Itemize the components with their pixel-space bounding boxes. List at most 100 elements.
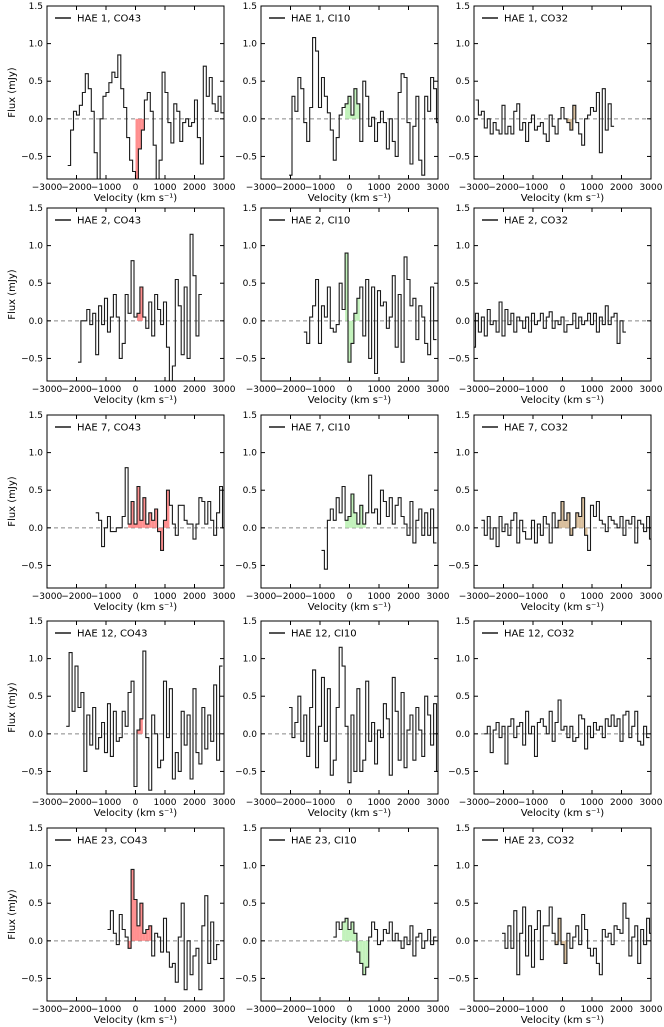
x-tick-label: −1000 (91, 183, 122, 193)
y-tick-label: 1.0 (243, 242, 258, 252)
x-tick-label: 0 (347, 385, 353, 395)
spectrum-step-line (289, 646, 438, 784)
y-tick-label: 0.5 (29, 279, 43, 289)
shaded-channel (131, 501, 135, 528)
x-tick-label: 2000 (397, 183, 420, 193)
panel-hae-23-co32: −3000 −2000 −1000 0 1000 2000 3000 −0.5 0.0 0.5 1.… (448, 824, 663, 1026)
x-tick-label: 0 (560, 1005, 566, 1015)
plot-area (78, 233, 202, 381)
legend-label: HAE 7, CI10 (291, 423, 350, 434)
legend-label: HAE 2, CI10 (291, 216, 350, 227)
x-tick-label: −3000 (459, 385, 490, 395)
y-tick-label: 0.0 (29, 730, 44, 740)
y-tick-label: 0.0 (29, 524, 44, 534)
y-tick-label: 0.0 (29, 317, 44, 327)
x-tick-label: 0 (133, 592, 139, 602)
shaded-channel (350, 115, 354, 119)
plot-area (502, 902, 651, 976)
legend-label: HAE 2, CO32 (504, 216, 568, 227)
panel-hae-7-ci10: −3000 −2000 −1000 0 1000 2000 3000 −0.5 0.0 0.5 1.… (235, 411, 450, 613)
x-tick-label: 1000 (154, 183, 177, 193)
y-axis-label: Flux (mJy) (7, 269, 18, 319)
legend-label: HAE 1, CO32 (504, 14, 568, 25)
spectrum-step-line (95, 467, 224, 551)
spectrum-step-line (502, 902, 651, 976)
y-tick-label: 1.0 (456, 449, 471, 459)
x-axis-label: Velocity (km s⁻¹) (308, 395, 392, 406)
x-tick-label: 3000 (427, 183, 450, 193)
shaded-channel (139, 286, 143, 321)
panel-hae-12-co32: −3000 −2000 −1000 0 1000 2000 3000 −0.5 0.0 0.5 1.… (448, 617, 663, 819)
y-tick-label: 0.5 (456, 899, 470, 909)
legend-label: HAE 12, CO32 (504, 629, 575, 640)
plot-area (289, 37, 438, 176)
shaded-channel (356, 940, 360, 953)
shaded-channel (575, 512, 579, 528)
plot-area (481, 497, 651, 551)
shaded-channel (563, 940, 567, 964)
x-tick-label: 2000 (397, 798, 420, 808)
y-tick-label: 0.0 (243, 115, 258, 125)
y-tick-label: −0.5 (21, 354, 43, 364)
shaded-channel (345, 253, 349, 321)
y-tick-label: 0.5 (243, 279, 257, 289)
y-tick-label: −0.5 (235, 561, 257, 571)
shaded-channel (365, 940, 369, 968)
y-tick-label: 0.0 (29, 937, 44, 947)
x-axis-label: Velocity (km s⁻¹) (521, 193, 605, 204)
shaded-channel (359, 505, 363, 528)
shaded-channel (134, 899, 137, 941)
x-tick-label: 0 (133, 385, 139, 395)
shaded-channel (128, 940, 132, 949)
shaded-channel (134, 524, 137, 528)
shaded-channel (356, 103, 360, 119)
shaded-channel (141, 118, 145, 131)
x-tick-label: −3000 (32, 798, 63, 808)
y-tick-label: −0.5 (235, 974, 257, 984)
shaded-channel (581, 497, 585, 528)
y-tick-label: 1.5 (29, 2, 43, 12)
shaded-channel (135, 118, 139, 179)
x-tick-label: −1000 (91, 798, 122, 808)
shaded-channel (569, 118, 573, 131)
y-tick-label: 1.5 (243, 204, 257, 214)
y-tick-label: 0.5 (243, 77, 257, 87)
x-tick-label: 3000 (213, 183, 236, 193)
y-tick-label: −0.5 (448, 561, 470, 571)
y-tick-label: 0.0 (456, 937, 471, 947)
plot-area (321, 474, 437, 570)
x-tick-label: 0 (347, 1005, 353, 1015)
y-tick-label: 0.0 (243, 730, 258, 740)
x-tick-label: −3000 (246, 798, 277, 808)
x-tick-label: 3000 (640, 798, 663, 808)
x-tick-label: 3000 (427, 1005, 450, 1015)
legend-label: HAE 23, CI10 (291, 836, 357, 847)
plot-area (333, 917, 437, 976)
shaded-channel (166, 490, 170, 528)
x-tick-label: 2000 (183, 183, 206, 193)
legend-label: HAE 12, CI10 (291, 629, 357, 640)
shaded-channel (136, 486, 140, 528)
x-tick-label: −2000 (488, 798, 519, 808)
shaded-channel (348, 96, 351, 119)
shaded-channel (138, 118, 142, 149)
x-tick-label: 0 (347, 798, 353, 808)
x-tick-label: 3000 (640, 592, 663, 602)
x-tick-label: 1000 (154, 592, 177, 602)
axes-frame (260, 827, 439, 1002)
legend-label: HAE 23, CO32 (504, 836, 575, 847)
x-tick-label: −2000 (275, 183, 306, 193)
panel-hae-12-co43: −3000 −2000 −1000 0 1000 2000 3000 −0.5 0.0 0.5 1.… (7, 617, 236, 819)
panel-hae-1-ci10: −3000 −2000 −1000 0 1000 2000 3000 −0.5 0.0 0.5 1.… (235, 2, 450, 204)
shaded-channel (569, 527, 573, 536)
x-tick-label: −3000 (459, 798, 490, 808)
panel-hae-7-co43: −3000 −2000 −1000 0 1000 2000 3000 −0.5 0.0 0.5 1.… (7, 411, 236, 613)
y-tick-label: 1.0 (29, 242, 44, 252)
x-axis-label: Velocity (km s⁻¹) (521, 808, 605, 819)
x-tick-label: 3000 (427, 592, 450, 602)
y-tick-label: 1.0 (29, 40, 44, 50)
x-tick-label: −2000 (61, 798, 92, 808)
x-tick-label: −2000 (488, 385, 519, 395)
x-axis-label: Velocity (km s⁻¹) (94, 395, 178, 406)
